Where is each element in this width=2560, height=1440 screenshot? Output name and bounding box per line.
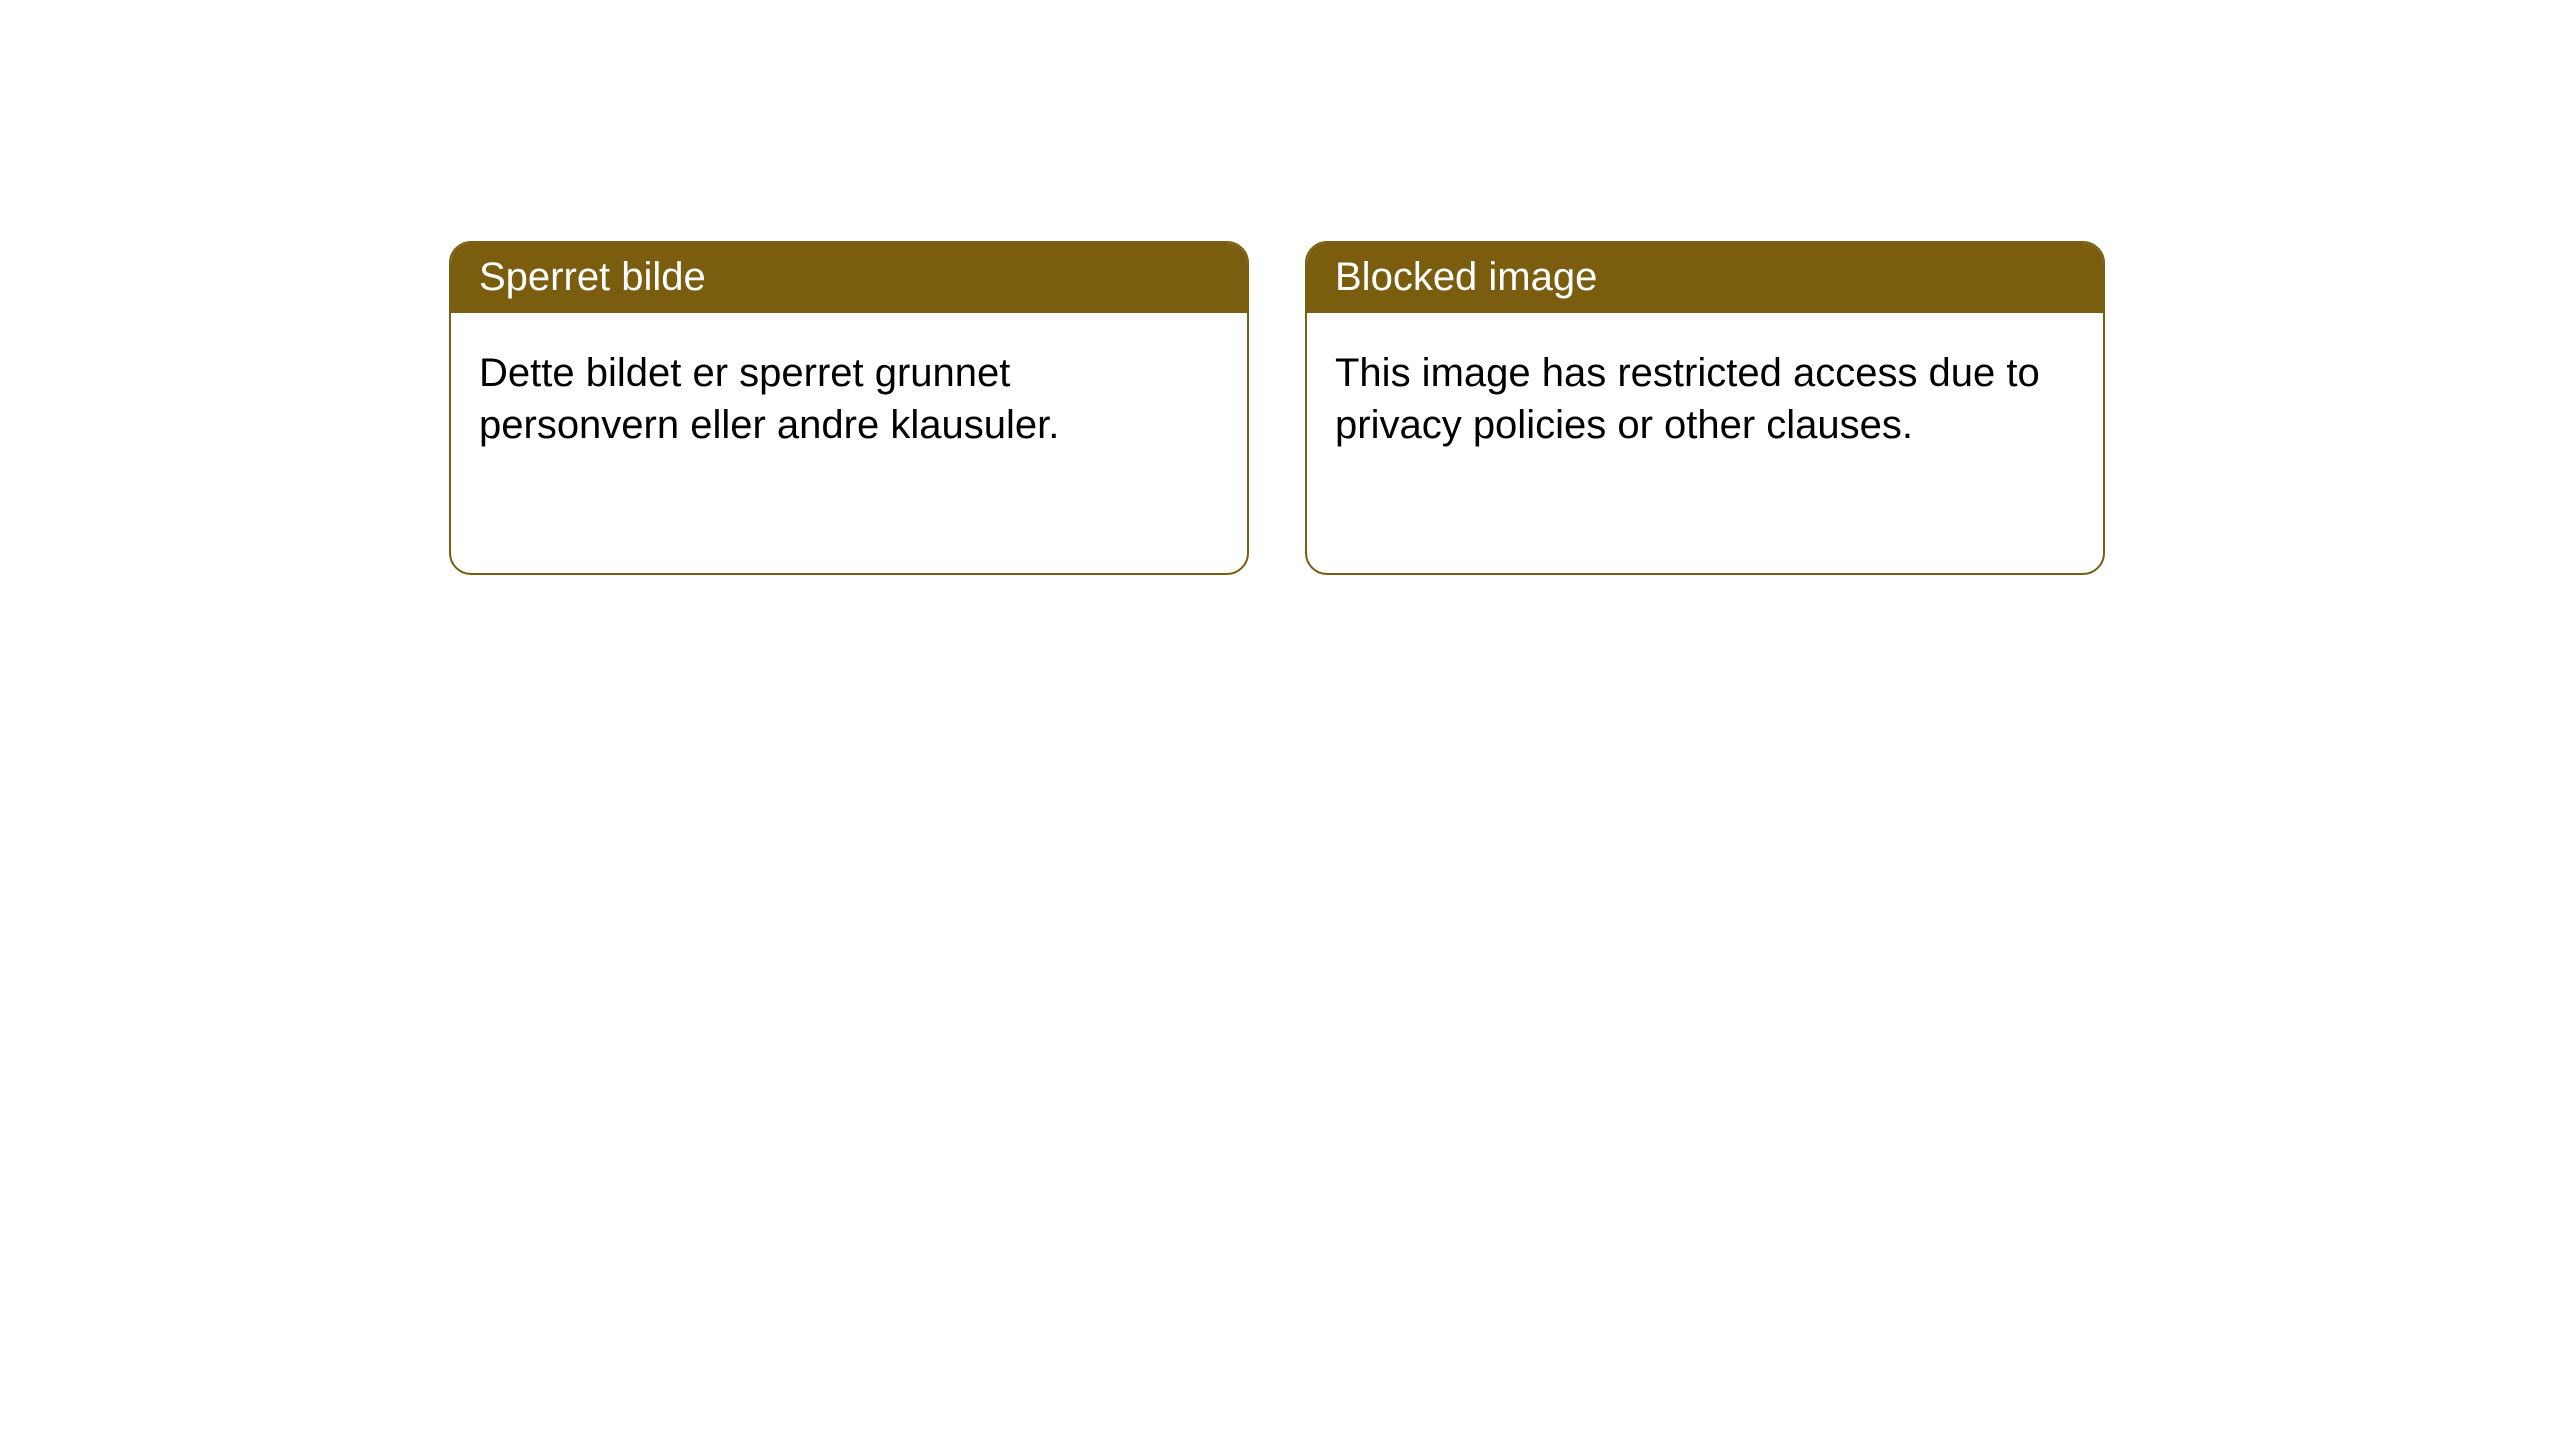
notice-body-english: This image has restricted access due to … [1307,313,2103,485]
notice-title-english: Blocked image [1307,243,2103,313]
notice-card-english: Blocked image This image has restricted … [1305,241,2105,575]
notice-container: Sperret bilde Dette bildet er sperret gr… [0,0,2560,575]
notice-title-norwegian: Sperret bilde [451,243,1247,313]
notice-card-norwegian: Sperret bilde Dette bildet er sperret gr… [449,241,1249,575]
notice-body-norwegian: Dette bildet er sperret grunnet personve… [451,313,1247,485]
